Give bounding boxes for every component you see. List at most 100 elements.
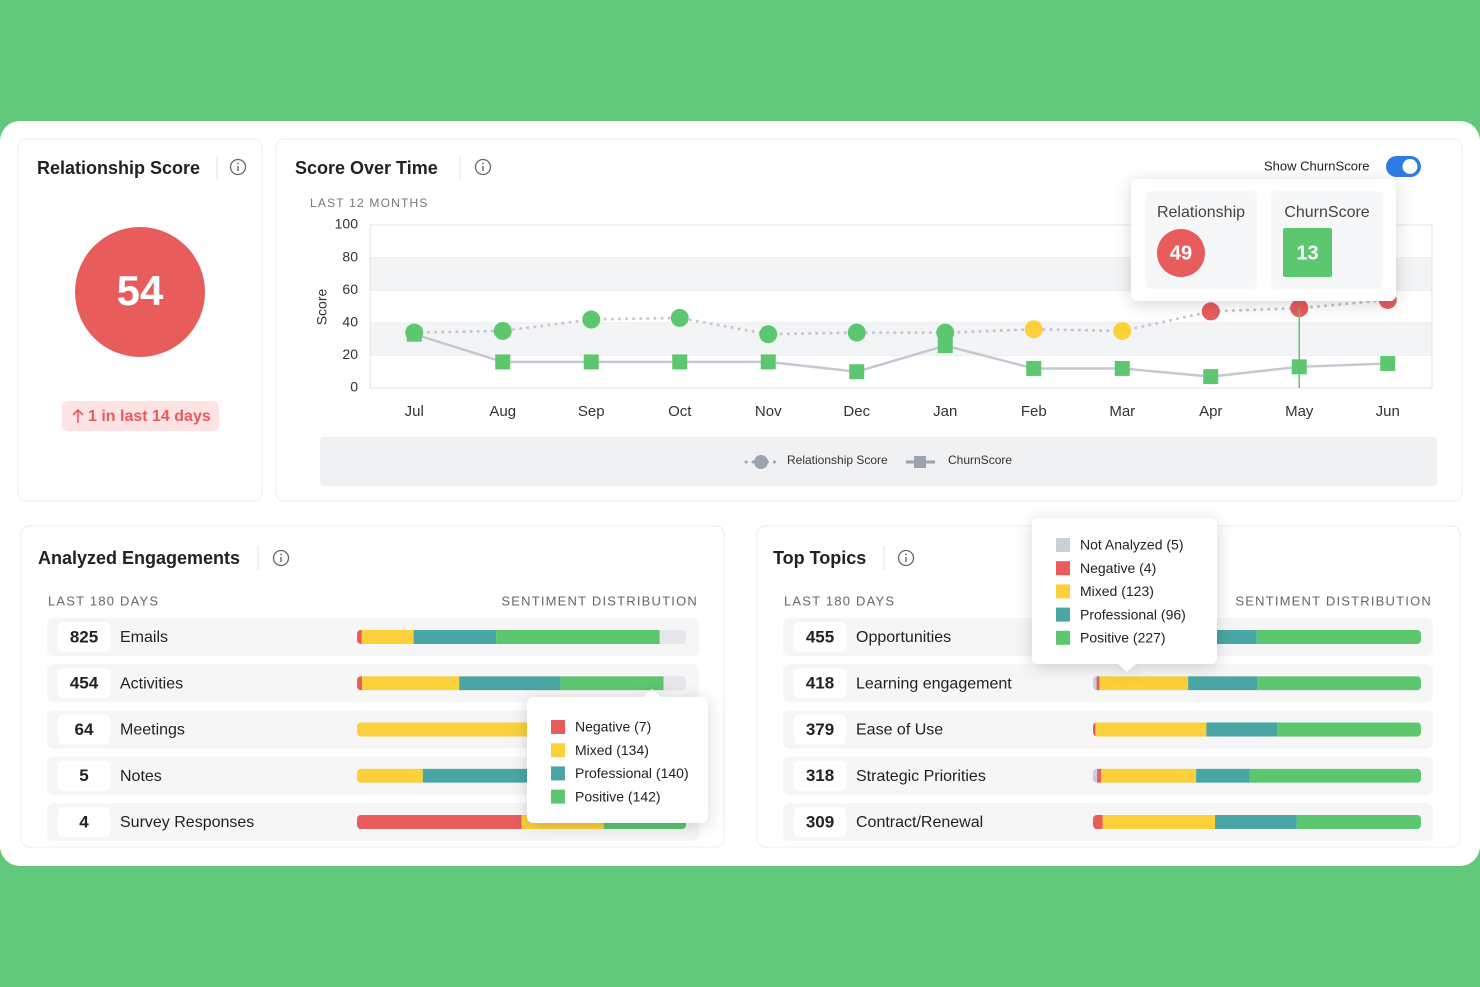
chart-subtitle: LAST 12 MONTHS xyxy=(310,196,429,210)
topic-row[interactable]: 318 Strategic Priorities xyxy=(783,756,1433,795)
sentiment-segment xyxy=(1099,676,1189,691)
legend-item[interactable]: Relationship Score xyxy=(744,453,888,469)
sentiment-segment xyxy=(357,768,423,783)
sentiment-segment xyxy=(1093,768,1098,783)
point xyxy=(1201,302,1220,321)
sentiment-segment xyxy=(1102,815,1216,829)
sentiment-segment xyxy=(560,676,664,691)
tooltip-swatch xyxy=(551,789,565,804)
topic-row[interactable]: 454 Activities xyxy=(47,664,699,703)
legend-item[interactable]: ChurnScore xyxy=(906,453,1012,468)
info-circle xyxy=(897,549,915,567)
x-tick-label: Jul xyxy=(405,403,424,420)
column-label: SENTIMENT DISTRIBUTION xyxy=(1235,593,1432,608)
up-arrow xyxy=(72,408,84,423)
point xyxy=(495,354,511,370)
panel-title: Analyzed Engagements xyxy=(38,548,240,568)
legend-label: ChurnScore xyxy=(948,453,1012,467)
sentiment-segment xyxy=(362,676,460,691)
sentiment-segment xyxy=(413,630,497,644)
tooltip-swatch xyxy=(1056,607,1070,622)
row-label: Learning engagement xyxy=(856,675,1012,692)
x-tick-label: Nov xyxy=(755,403,782,420)
point xyxy=(1024,320,1043,339)
tooltip-swatch xyxy=(1056,630,1070,645)
sentiment-segment xyxy=(1096,676,1100,691)
tooltip-entry: Mixed (123) xyxy=(1080,583,1154,599)
row-label: Meetings xyxy=(120,722,185,739)
tooltip-badge xyxy=(1157,229,1205,277)
row-label: Survey Responses xyxy=(120,814,254,831)
sentiment-segment xyxy=(357,722,532,737)
count-box xyxy=(58,760,110,791)
tooltip-entry: Not Analyzed (5) xyxy=(1080,537,1184,553)
series-line xyxy=(413,332,1389,378)
score-value: 54 xyxy=(117,267,164,314)
sentiment-segment xyxy=(1093,676,1097,691)
toggle-label: Show ChurnScore xyxy=(1264,158,1370,173)
info-dot xyxy=(905,553,907,556)
panel-title: Top Topics xyxy=(773,548,866,568)
topic-row[interactable]: 418 Learning engagement xyxy=(783,664,1433,703)
info-circle xyxy=(229,158,247,176)
point xyxy=(847,323,866,342)
x-tick-label: Mar xyxy=(1109,403,1135,420)
tooltip-badge xyxy=(1283,228,1332,277)
info-icon[interactable] xyxy=(474,158,492,176)
point xyxy=(1380,356,1396,372)
change-pill xyxy=(62,401,219,431)
sentiment-segment xyxy=(1093,815,1103,829)
row-label: Notes xyxy=(120,768,162,785)
row-label: Opportunities xyxy=(856,629,951,646)
series-line xyxy=(412,298,1390,336)
point xyxy=(937,338,953,354)
sentiment-segment xyxy=(1095,722,1207,737)
sentiment-segment xyxy=(1101,768,1197,783)
panel-title: Relationship Score xyxy=(37,158,200,178)
count-box xyxy=(794,668,846,699)
grid-band xyxy=(370,322,1432,356)
sentiment-segment xyxy=(357,815,522,829)
tooltip-value: 49 xyxy=(1170,242,1192,264)
tooltip-swatch xyxy=(551,766,565,781)
toggle[interactable] xyxy=(1386,156,1421,177)
sentiment-segment xyxy=(357,630,362,644)
tooltip-box xyxy=(527,697,708,823)
info-dot xyxy=(482,162,484,165)
tooltip-swatch xyxy=(1056,561,1070,576)
topic-row[interactable]: 309 Contract/Renewal xyxy=(783,803,1433,841)
tooltip-entry: Positive (142) xyxy=(575,788,661,804)
info-icon[interactable] xyxy=(229,158,247,176)
row-count: 454 xyxy=(70,674,99,693)
topic-row[interactable]: 379 Ease of Use xyxy=(783,710,1433,749)
sentiment-segment xyxy=(1249,768,1421,783)
tooltip-swatch xyxy=(551,720,565,734)
point xyxy=(405,323,424,342)
x-tick-label: Aug xyxy=(489,403,516,420)
point xyxy=(849,364,865,380)
plot-frame xyxy=(369,224,1433,389)
x-tick-label: May xyxy=(1285,403,1314,420)
tooltip-arrow xyxy=(1118,664,1136,672)
chart-tooltip: Relationship 49 ChurnScore 13 xyxy=(1131,179,1396,301)
point xyxy=(1113,321,1132,340)
y-tick-label: 100 xyxy=(335,216,359,232)
info-dot xyxy=(237,162,239,165)
row-label: Activities xyxy=(120,675,183,692)
column-label: SENTIMENT DISTRIBUTION xyxy=(501,593,698,608)
x-tick-label: Jun xyxy=(1376,403,1400,420)
sentiment-segment xyxy=(361,630,414,644)
topic-row[interactable]: 825 Emails xyxy=(47,618,699,656)
legend-swatch-marker xyxy=(914,456,926,468)
legend-swatch-marker xyxy=(754,455,768,469)
sentiment-segment xyxy=(1215,815,1297,829)
toggle-knob xyxy=(1402,159,1418,174)
info-icon[interactable] xyxy=(897,549,915,567)
info-icon[interactable] xyxy=(272,549,290,567)
x-tick-label: Sep xyxy=(578,403,605,420)
sentiment-segment xyxy=(1097,768,1102,783)
sentiment-segment xyxy=(496,630,660,644)
y-tick-label: 0 xyxy=(350,379,358,395)
period-label: LAST 180 DAYS xyxy=(48,593,159,608)
legend-box xyxy=(320,437,1437,486)
